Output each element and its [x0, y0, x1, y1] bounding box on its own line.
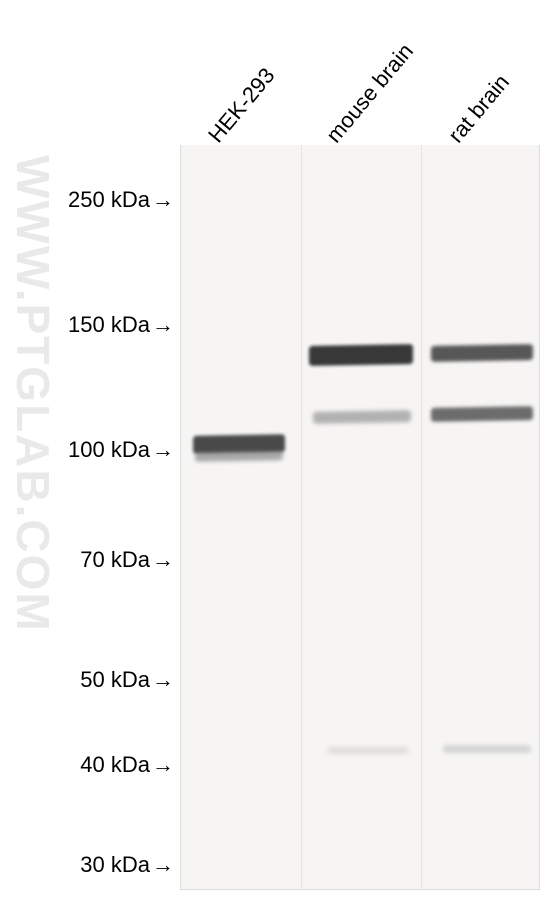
blot-membrane	[180, 145, 540, 890]
arrow-right-icon: →	[152, 187, 174, 213]
mw-marker-label: 150 kDa	[68, 312, 150, 338]
mw-marker: 70 kDa→	[0, 546, 180, 574]
arrow-right-icon: →	[152, 752, 174, 778]
mw-marker-label: 250 kDa	[68, 187, 150, 213]
arrow-right-icon: →	[152, 667, 174, 693]
mw-marker-label: 100 kDa	[68, 437, 150, 463]
mw-marker-label: 40 kDa	[80, 752, 150, 778]
blot-band	[431, 344, 533, 362]
lane-label: rat brain	[443, 69, 515, 148]
arrow-right-icon: →	[152, 312, 174, 338]
lane-label: mouse brain	[321, 39, 419, 148]
lane-divider	[421, 145, 422, 889]
arrow-right-icon: →	[152, 437, 174, 463]
lane-labels-region: HEK-293 mouse brain rat brain	[0, 0, 550, 145]
blot-band	[443, 745, 531, 753]
mw-marker: 50 kDa→	[0, 666, 180, 694]
blot-band	[195, 450, 283, 462]
blot-band	[327, 747, 409, 754]
arrow-right-icon: →	[152, 852, 174, 878]
mw-marker-label: 30 kDa	[80, 852, 150, 878]
blot-band	[309, 344, 413, 366]
mw-marker: 40 kDa→	[0, 751, 180, 779]
mw-marker-label: 70 kDa	[80, 547, 150, 573]
blot-band	[313, 410, 411, 424]
mw-marker: 30 kDa→	[0, 851, 180, 879]
mw-marker: 100 kDa→	[0, 436, 180, 464]
blot-band	[431, 406, 533, 422]
lane-divider	[301, 145, 302, 889]
mw-marker-label: 50 kDa	[80, 667, 150, 693]
lane-label: HEK-293	[203, 63, 280, 148]
mw-marker: 250 kDa→	[0, 186, 180, 214]
blot-figure: HEK-293mouse brainrat brain WWW.PTGLAB.C…	[0, 0, 550, 903]
mw-marker: 150 kDa→	[0, 311, 180, 339]
arrow-right-icon: →	[152, 547, 174, 573]
